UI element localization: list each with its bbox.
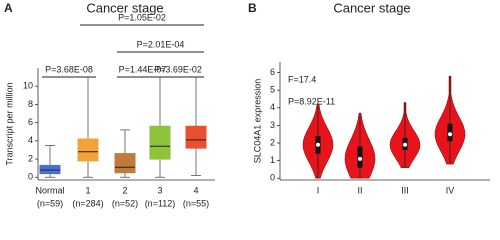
x-tick-label: III (401, 185, 409, 195)
annotation: F=17.4 (288, 74, 316, 84)
y-tick-label: 4 (28, 135, 33, 145)
annotation: P=8.92E-11 (288, 96, 335, 106)
x-tick-label: I (317, 185, 320, 195)
y-tick-label: 6 (270, 67, 275, 77)
y-axis-label: SLC04A1 expression (252, 79, 262, 164)
median-dot (403, 142, 407, 147)
y-tick-label: 1 (270, 155, 275, 165)
box (149, 125, 171, 160)
y-tick-label: 10 (23, 81, 33, 91)
panel-label: B (248, 1, 257, 15)
figure: A Cancer stage Transcript per million 0 2 4 6 8… (4, 0, 490, 208)
sample-size: (n=284) (72, 198, 103, 208)
median-dot (316, 142, 320, 147)
median-dot (358, 156, 362, 161)
y-tick-label: 0 (28, 172, 33, 182)
y-axis-label: Transcript per million (4, 82, 14, 165)
p-value: P=1.05E-02 (118, 12, 166, 22)
panel-label: A (4, 1, 13, 15)
y-tick-label: 3 (270, 120, 275, 130)
x-tick-label: IV (446, 185, 455, 195)
y-tick-label: 6 (28, 117, 33, 127)
chart-title: Cancer stage (86, 0, 163, 15)
sample-size: (n=112) (145, 198, 176, 208)
p-value: P=3.69E-02 (154, 64, 202, 74)
y-tick-label: 2 (28, 153, 33, 163)
median-dot (448, 132, 452, 137)
x-tick-label: 1 (85, 185, 90, 195)
p-value: P=2.01E-04 (137, 39, 185, 49)
y-tick-label: 4 (270, 102, 275, 112)
p-value: P=3.68E-08 (45, 64, 93, 74)
x-tick-label: 2 (122, 185, 127, 195)
sample-size: (n=55) (183, 198, 209, 208)
x-tick-label: 4 (193, 185, 198, 195)
box (114, 153, 136, 174)
p-value: P=1.44E-07 (119, 64, 167, 74)
y-tick-label: 8 (28, 99, 33, 109)
y-tick-label: 2 (270, 137, 275, 147)
box (185, 125, 207, 149)
x-tick-label: II (357, 185, 362, 195)
x-tick-label: 3 (157, 185, 162, 195)
chart-title: Cancer stage (333, 0, 410, 15)
box (77, 138, 99, 162)
y-tick-label: 5 (270, 85, 275, 95)
sample-size: (n=59) (37, 198, 63, 208)
x-tick-label: Normal (35, 185, 64, 195)
sample-size: (n=52) (112, 198, 138, 208)
y-tick-label: 0 (270, 173, 275, 183)
